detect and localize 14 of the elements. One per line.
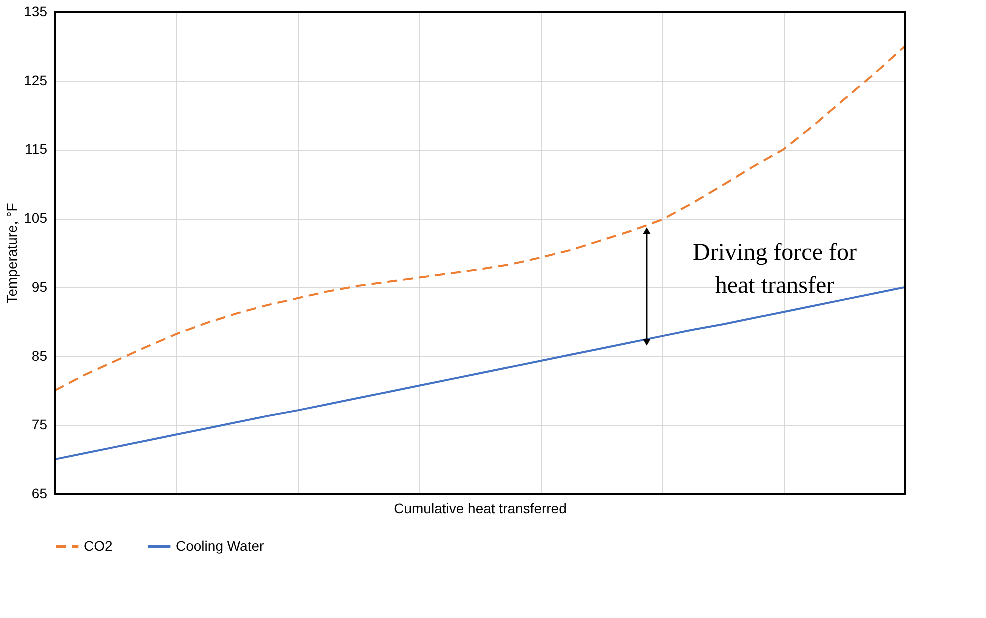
y-tick-label: 75: [32, 416, 48, 433]
y-tick-label: 115: [25, 141, 48, 158]
line-series: [54, 45, 906, 392]
y-tick-label: 125: [24, 72, 48, 88]
x-axis-title: Cumulative heat transferred: [394, 500, 567, 516]
y-axis-title: Temperature, °F: [4, 203, 20, 304]
y-tick-label: 135: [24, 4, 48, 20]
legend-label: CO2: [84, 538, 113, 554]
annotation: Driving force for heat transfer: [693, 240, 857, 299]
y-tick-label: 105: [24, 210, 48, 226]
y-tick-label: 95: [32, 278, 48, 295]
y-tick-label: 65: [32, 486, 48, 502]
legend-label: Cooling Water: [176, 538, 265, 554]
y-tick-label: 85: [32, 348, 48, 364]
